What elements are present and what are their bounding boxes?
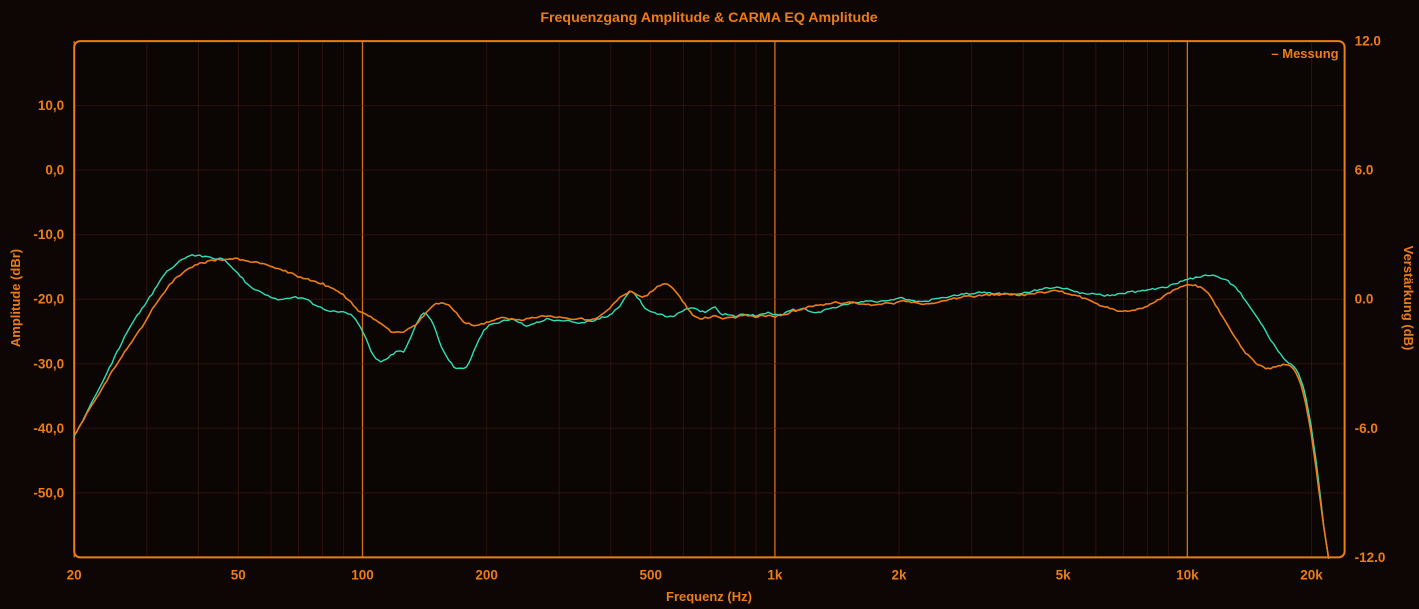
svg-text:-12.0: -12.0 (1355, 550, 1386, 565)
svg-text:Verstärkung (dB): Verstärkung (dB) (1401, 246, 1416, 351)
svg-text:6.0: 6.0 (1355, 163, 1374, 178)
svg-text:– Messung: – Messung (1271, 46, 1338, 61)
svg-text:200: 200 (475, 567, 498, 582)
svg-text:500: 500 (639, 567, 662, 582)
svg-text:-10,0: -10,0 (33, 227, 64, 242)
svg-text:2k: 2k (892, 567, 908, 582)
svg-text:100: 100 (351, 567, 374, 582)
svg-text:Amplitude (dBr): Amplitude (dBr) (8, 249, 23, 347)
svg-text:0.0: 0.0 (1355, 292, 1374, 307)
svg-text:1k: 1k (767, 567, 783, 582)
svg-text:5k: 5k (1056, 567, 1072, 582)
svg-text:10,0: 10,0 (38, 98, 64, 113)
svg-text:-40,0: -40,0 (33, 421, 64, 436)
svg-text:0,0: 0,0 (45, 163, 64, 178)
svg-text:10k: 10k (1176, 567, 1199, 582)
svg-text:50: 50 (231, 567, 246, 582)
svg-text:12.0: 12.0 (1355, 34, 1381, 49)
svg-text:20: 20 (67, 567, 82, 582)
svg-text:-30,0: -30,0 (33, 356, 64, 371)
svg-text:-6.0: -6.0 (1355, 421, 1378, 436)
svg-text:20k: 20k (1300, 567, 1323, 582)
svg-text:-20,0: -20,0 (33, 292, 64, 307)
svg-text:Frequenz (Hz): Frequenz (Hz) (666, 589, 752, 604)
svg-text:-50,0: -50,0 (33, 485, 64, 500)
svg-text:Frequenzgang Amplitude & CARMA: Frequenzgang Amplitude & CARMA EQ Amplit… (540, 10, 877, 26)
